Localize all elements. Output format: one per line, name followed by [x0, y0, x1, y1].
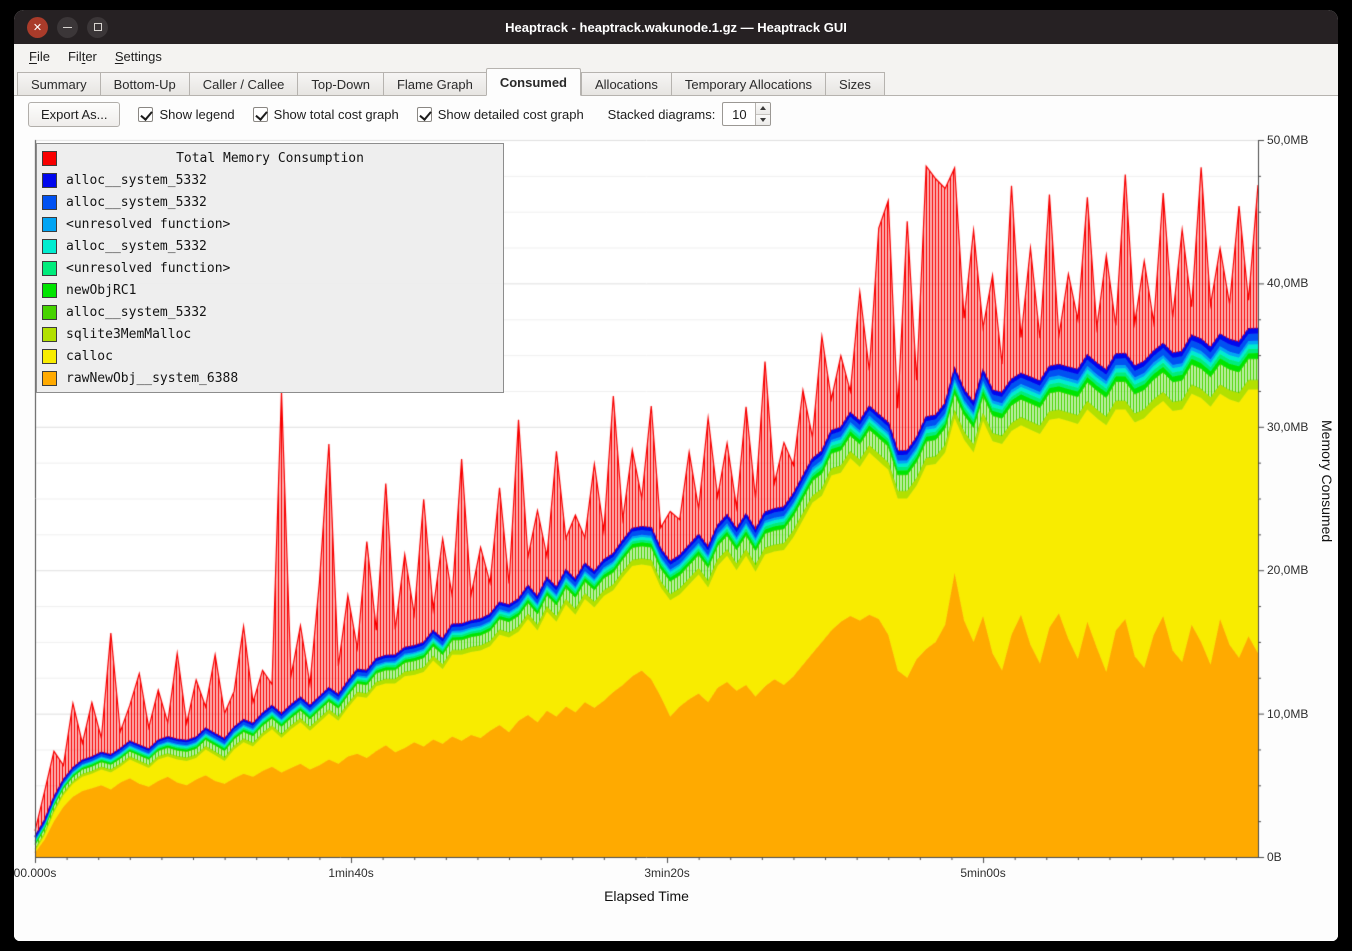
checkbox-label: Show total cost graph	[273, 106, 399, 122]
menu-filter[interactable]: Filter	[67, 48, 97, 64]
stacked-diagrams-label: Stacked diagrams:	[607, 106, 716, 122]
checkbox-label: Show detailed cost graph	[437, 106, 584, 122]
tab-sizes[interactable]: Sizes	[825, 72, 885, 96]
legend-item: alloc__system_5332	[42, 191, 498, 213]
checkbox-checked-icon	[416, 106, 432, 122]
show-detailed-cost-graph-checkbox[interactable]: Show detailed cost graph	[416, 106, 584, 122]
y-tick-label: 40,0MB	[1267, 276, 1309, 291]
checkbox-checked-icon	[138, 106, 154, 122]
checkbox-label: Show legend	[159, 106, 235, 122]
menu-file[interactable]: File	[29, 48, 50, 64]
tab-temporary-allocations[interactable]: Temporary Allocations	[670, 72, 826, 96]
y-tick-label: 20,0MB	[1267, 563, 1309, 578]
legend-item: calloc	[42, 345, 498, 367]
y-tick-label: 0B	[1267, 850, 1282, 864]
chevron-up-icon	[760, 106, 767, 111]
legend-label: calloc	[66, 348, 113, 364]
close-button[interactable]: ✕	[27, 16, 48, 38]
stacked-diagrams-group: Stacked diagrams: 10	[608, 102, 772, 126]
legend-item: alloc__system_5332	[42, 301, 498, 323]
titlebar: ✕ Heaptrack - heaptrack.wakunode.1.gz — …	[14, 10, 1338, 44]
export-as-button[interactable]: Export As...	[28, 101, 121, 127]
y-tick-label: 50,0MB	[1267, 133, 1309, 147]
window-controls: ✕	[27, 16, 108, 38]
tab-summary[interactable]: Summary	[17, 72, 100, 96]
minimize-icon	[63, 26, 72, 28]
spinner-down-button[interactable]	[756, 114, 771, 125]
legend-item: sqlite3MemMalloc	[42, 323, 498, 345]
legend-swatch	[42, 194, 57, 210]
spinner-up-button[interactable]	[756, 103, 771, 115]
checkbox-checked-icon	[252, 106, 268, 122]
consumed-tab-panel: Export As... Show legend Show total cost…	[14, 96, 1338, 941]
x-tick-label: 1min40s	[328, 866, 374, 880]
legend-swatch	[42, 238, 57, 254]
x-tick-label: 00.000s	[14, 866, 57, 880]
minimize-button[interactable]	[57, 16, 78, 38]
show-legend-checkbox[interactable]: Show legend	[138, 106, 235, 122]
legend-swatch	[42, 326, 57, 342]
show-total-cost-graph-checkbox[interactable]: Show total cost graph	[252, 106, 399, 122]
memory-consumption-chart: Total Memory Consumption alloc__system_53…	[14, 132, 1338, 941]
legend-swatch	[42, 370, 57, 386]
stacked-diagrams-value[interactable]: 10	[732, 106, 747, 122]
tab-flame-graph[interactable]: Flame Graph	[382, 72, 486, 96]
menubar: File Filter Settings	[14, 44, 1338, 68]
stacked-diagrams-spinner[interactable]: 10	[722, 102, 772, 126]
legend-item: newObjRC1	[42, 279, 498, 301]
legend-label: alloc__system_5332	[66, 172, 207, 188]
chevron-down-icon	[760, 117, 767, 122]
y-tick-label: 10,0MB	[1267, 706, 1309, 721]
tab-top-down[interactable]: Top-Down	[297, 72, 383, 96]
legend-label: <unresolved function>	[66, 260, 231, 276]
legend-item: <unresolved function>	[42, 213, 498, 235]
legend-title-row: Total Memory Consumption	[42, 147, 498, 169]
tab-bottom-up[interactable]: Bottom-Up	[99, 72, 189, 96]
window-title: Heaptrack - heaptrack.wakunode.1.gz — He…	[505, 19, 847, 35]
legend-label: alloc__system_5332	[66, 238, 207, 254]
legend-swatch-total	[42, 150, 57, 166]
toolbar: Export As... Show legend Show total cost…	[14, 96, 1338, 132]
x-tick-label: 5min00s	[960, 866, 1006, 880]
legend-label: rawNewObj__system_6388	[66, 370, 239, 386]
legend-item: rawNewObj__system_6388	[42, 367, 498, 389]
legend-swatch	[42, 216, 57, 232]
legend-swatch	[42, 282, 57, 298]
legend-swatch	[42, 348, 57, 364]
legend-item: alloc__system_5332	[42, 169, 498, 191]
tab-bar: Summary Bottom-Up Caller / Callee Top-Down F…	[14, 68, 1338, 96]
legend-label: newObjRC1	[66, 282, 137, 298]
legend-label: <unresolved function>	[66, 216, 231, 232]
legend-label: sqlite3MemMalloc	[66, 326, 192, 342]
maximize-button[interactable]	[87, 16, 108, 38]
legend-item: alloc__system_5332	[42, 235, 498, 257]
maximize-icon	[93, 23, 102, 31]
legend-item: <unresolved function>	[42, 257, 498, 279]
x-axis-title: Elapsed Time	[604, 888, 689, 904]
legend-title: Total Memory Consumption	[176, 150, 364, 166]
legend-label: alloc__system_5332	[66, 194, 207, 210]
menu-settings[interactable]: Settings	[114, 48, 162, 64]
tab-caller-callee[interactable]: Caller / Callee	[188, 72, 298, 96]
y-tick-label: 30,0MB	[1267, 419, 1309, 434]
legend-swatch	[42, 260, 57, 276]
legend-swatch	[42, 172, 57, 188]
tab-allocations[interactable]: Allocations	[581, 72, 671, 96]
x-tick-label: 3min20s	[644, 866, 690, 880]
tab-consumed[interactable]: Consumed	[485, 68, 581, 96]
chart-legend: Total Memory Consumption alloc__system_53…	[36, 143, 504, 393]
legend-swatch	[42, 304, 57, 320]
legend-label: alloc__system_5332	[66, 304, 207, 320]
spinner-buttons	[755, 103, 771, 125]
app-window: ✕ Heaptrack - heaptrack.wakunode.1.gz — …	[14, 10, 1338, 941]
y-axis-title: Memory Consumed	[1319, 420, 1335, 543]
